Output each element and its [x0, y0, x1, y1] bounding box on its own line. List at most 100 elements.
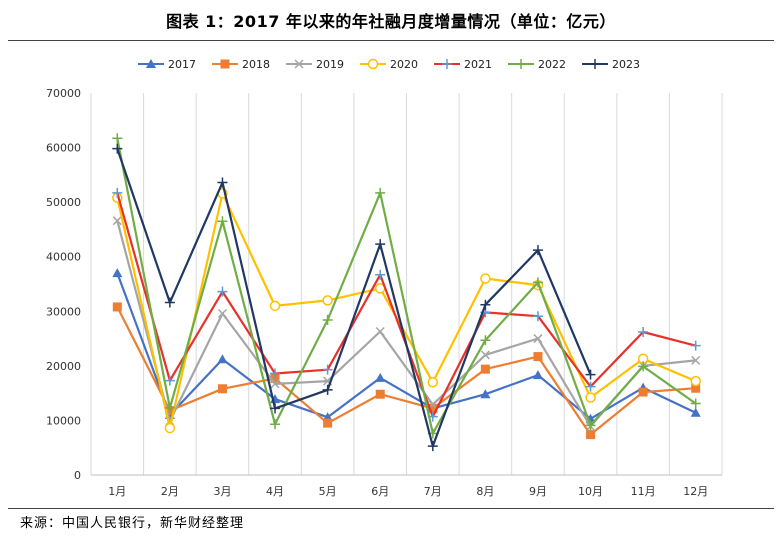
data-point-2019 [480, 350, 490, 360]
line-chart: 2017 2018 2019 2020 2021 2022 2023 0 10000 20000… [46, 58, 723, 498]
data-point-2017 [375, 372, 386, 382]
series-line-2023 [116, 148, 592, 448]
data-point-2023 [322, 384, 333, 395]
data-point-2018 [691, 383, 701, 393]
data-point-2023 [375, 239, 386, 250]
data-point-2021 [217, 286, 228, 297]
data-point-2021 [638, 327, 649, 338]
x-tick-label: 5月 [319, 485, 337, 498]
data-point-2023 [217, 177, 228, 188]
data-point-2021 [375, 269, 386, 280]
legend-label: 2021 [464, 58, 492, 71]
x-tick-label: 6月 [371, 485, 389, 498]
x-axis: 1月 2月 3月 4月 5月 6月 7月 8月 9月 10月 11月 12月 [108, 485, 708, 498]
data-point-2022 [322, 315, 333, 326]
data-point-2017 [690, 407, 701, 417]
x-tick-label: 4月 [266, 485, 284, 498]
legend-item-2018: 2018 [212, 58, 270, 71]
legend-label: 2022 [538, 58, 566, 71]
data-point-2022 [270, 419, 281, 430]
data-point-2018 [428, 403, 438, 413]
data-point-2018 [217, 384, 227, 394]
series-2023 [112, 143, 596, 452]
data-point-2020 [585, 392, 596, 403]
data-point-2020 [427, 376, 439, 388]
series-line-2020 [116, 192, 697, 430]
data-point-2022 [690, 398, 701, 409]
legend-swatch-marker [146, 59, 156, 68]
data-point-2021 [585, 381, 596, 392]
data-point-2022 [164, 402, 175, 413]
legend-item-2023: 2023 [582, 58, 640, 71]
grid [90, 93, 723, 476]
series-line-2018 [116, 306, 696, 436]
y-tick-label: 30000 [46, 305, 81, 318]
x-tick-label: 10月 [578, 485, 603, 498]
y-tick-label: 0 [74, 469, 81, 482]
data-point-2019 [691, 355, 701, 365]
x-tick-label: 7月 [424, 485, 442, 498]
x-tick-label: 2月 [161, 485, 179, 498]
data-point-2018 [480, 364, 490, 374]
series-line-2022 [116, 138, 697, 435]
data-point-2021 [322, 364, 333, 375]
legend-swatch-marker [442, 59, 452, 69]
y-tick-label: 40000 [46, 251, 81, 264]
data-point-2020 [690, 375, 701, 387]
legend-label: 2019 [316, 58, 344, 71]
legend-label: 2020 [390, 58, 418, 71]
data-point-2019 [270, 379, 280, 389]
data-point-2020 [269, 300, 281, 312]
data-point-2023 [112, 143, 123, 154]
data-point-2019 [533, 334, 543, 344]
legend-label: 2023 [612, 58, 640, 71]
data-point-2022 [112, 133, 123, 144]
y-tick-label: 20000 [46, 360, 81, 373]
data-point-2023 [532, 245, 543, 256]
data-point-2023 [585, 369, 596, 380]
legend-swatch-marker [367, 58, 379, 70]
data-point-2018 [533, 352, 543, 362]
data-point-2023 [480, 299, 491, 310]
x-tick-label: 1月 [108, 485, 126, 498]
data-point-2022 [532, 277, 543, 288]
data-point-2022 [585, 420, 596, 431]
legend-swatch-marker [516, 59, 526, 69]
data-point-2019 [217, 308, 227, 318]
x-tick-label: 3月 [213, 485, 231, 498]
y-tick-label: 70000 [46, 87, 81, 100]
data-point-2022 [375, 187, 386, 198]
data-point-2021 [270, 368, 281, 379]
series-2020 [112, 188, 701, 434]
title-rule [8, 40, 774, 41]
legend-item-2021: 2021 [434, 58, 492, 71]
data-point-2020 [480, 273, 491, 284]
source-note: 来源：中国人民银行，新华财经整理 [20, 516, 245, 531]
data-point-2021 [112, 187, 123, 198]
footer-rule [8, 508, 774, 509]
data-point-2021 [532, 311, 543, 322]
x-tick-label: 9月 [529, 485, 547, 498]
data-point-2019 [375, 326, 385, 337]
data-point-2021 [690, 340, 701, 351]
y-tick-label: 50000 [46, 196, 81, 209]
data-point-2017 [112, 268, 123, 278]
data-point-2017 [480, 389, 491, 399]
x-tick-label: 8月 [476, 485, 494, 498]
data-point-2022 [638, 361, 649, 372]
legend-label: 2018 [242, 58, 270, 71]
data-point-2023 [270, 403, 281, 414]
y-axis: 0 10000 20000 30000 40000 50000 60000 70000 [46, 87, 81, 482]
legend-item-2020: 2020 [360, 58, 418, 71]
data-point-2023 [164, 297, 175, 308]
data-point-2017 [532, 370, 543, 380]
data-point-2018 [375, 389, 385, 399]
legend-swatch-marker [590, 59, 600, 69]
data-point-2023 [427, 441, 438, 452]
chart-title: 图表 1：2017 年以来的年社融月度增量情况（单位：亿元） [166, 12, 616, 31]
legend-swatch-marker [294, 59, 304, 69]
data-point-2020 [322, 295, 333, 306]
data-point-2022 [217, 216, 228, 227]
legend-item-2022: 2022 [508, 58, 566, 71]
data-point-2018 [638, 387, 648, 397]
